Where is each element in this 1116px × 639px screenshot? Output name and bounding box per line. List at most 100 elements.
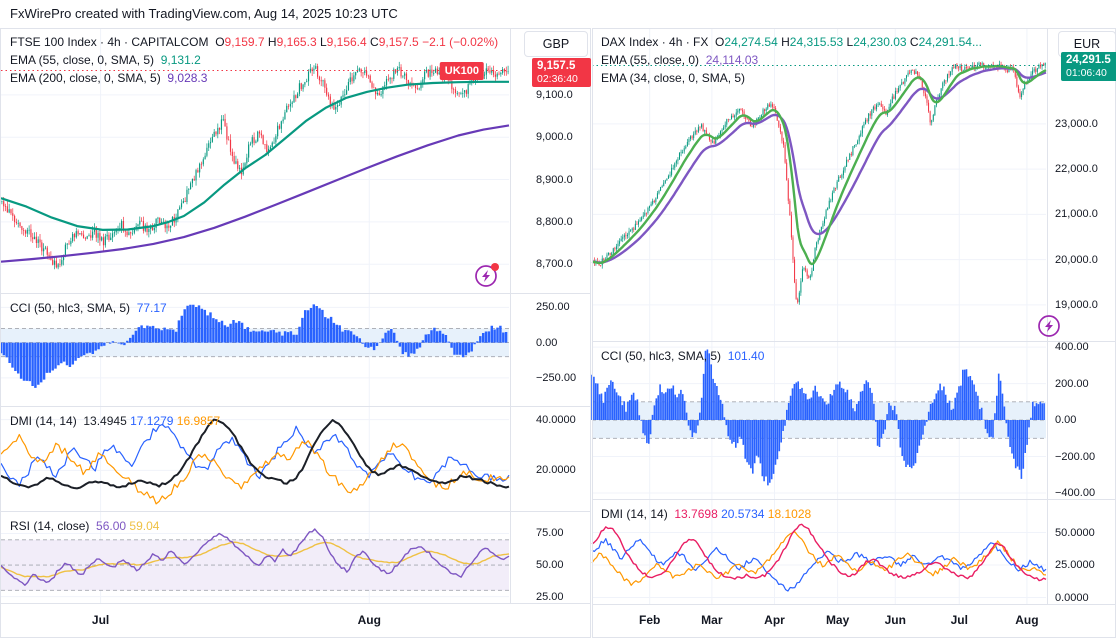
axis-value-label: 50.0000 [1055, 526, 1095, 539]
legend-segment: 9,157.5 [378, 35, 423, 49]
legend-segment: 13.4945 [83, 414, 131, 428]
last-price: 24,291.5 [1066, 54, 1111, 67]
indicator-legend: RSI (14, close) 56.00 59.04 [10, 518, 159, 534]
axis-value-label: −250.00 [536, 371, 577, 384]
legend-segment: 18.1028 [767, 507, 812, 521]
time-axis-label: May [825, 613, 850, 627]
legend-segment: 77.17 [136, 301, 167, 315]
legend-segment: O [215, 35, 225, 49]
axis-value-label: 25.00 [536, 590, 564, 603]
axis-value-label: 20.0000 [536, 464, 576, 477]
price-pane-legend: DAX Index · 4h · FX O24,274.54 H24,315.5… [601, 34, 982, 50]
legend-segment: H [267, 35, 277, 49]
time-axis-label: Jun [884, 613, 906, 627]
price-pane-legend: EMA (55, close, 0) 24,114.03 [601, 52, 758, 68]
time-axis-label: Jul [950, 613, 968, 627]
legend-segment: CCI (50, hlc3, SMA, 5) [10, 301, 137, 315]
legend-segment: C [909, 35, 919, 49]
price-axis-right[interactable] [1047, 28, 1116, 604]
legend-segment: 9,159.7 [224, 35, 268, 49]
axis-value-label: 9,000.0 [536, 131, 573, 144]
legend-segment: RSI (14, close) [10, 519, 97, 533]
bar-countdown: 02:36:40 [537, 72, 578, 85]
time-axis-label: Aug [1015, 613, 1039, 627]
lightning-quick-trade-icon[interactable] [1038, 315, 1060, 337]
price-pane-legend: FTSE 100 Index · 4h · CAPITALCOM O9,159.… [10, 34, 498, 50]
axis-value-label: 8,800.0 [536, 215, 573, 228]
legend-segment: DMI (14, 14) [10, 414, 84, 428]
legend-segment: 9,156.4 [326, 35, 371, 49]
legend-segment: 20.5734 [721, 507, 768, 521]
price-pane-legend: EMA (200, close, 0, SMA, 5) 9,028.3 [10, 70, 207, 86]
legend-segment: O [715, 35, 725, 49]
watermark-header: FxWirePro created with TradingView.com, … [10, 6, 398, 21]
legend-segment: 24,114.03 [705, 53, 759, 67]
legend-segment: 13.7698 [674, 507, 722, 521]
time-axis-label: Jul [91, 613, 110, 627]
axis-value-label: −400.00 [1055, 486, 1096, 499]
axis-value-label: 23,000.0 [1055, 117, 1098, 130]
axis-value-label: 0.0000 [1055, 591, 1089, 604]
price-pane-legend: EMA (55, close, 0, SMA, 5) 9,131.2 [10, 52, 201, 68]
legend-segment: DAX Index · 4h · FX [601, 35, 716, 49]
legend-segment: −2.1 (−0.02%) [422, 35, 499, 49]
time-axis-label: Feb [638, 613, 661, 627]
indicator-legend: CCI (50, hlc3, SMA, 5) 77.17 [10, 300, 167, 316]
indicator-legend: CCI (50, hlc3, SMA, 5) 101.40 [601, 348, 764, 364]
legend-segment: 24,315.53 [789, 35, 847, 49]
axis-value-label: 22,000.0 [1055, 163, 1098, 176]
axis-value-label: 20,000.0 [1055, 253, 1098, 266]
legend-segment: C [370, 35, 379, 49]
legend-segment: CCI (50, hlc3, SMA, 5) [601, 349, 728, 363]
last-price-badge-right: 24,291.5 01:06:40 [1061, 52, 1116, 82]
time-axis-right[interactable] [592, 605, 1116, 638]
legend-segment: 56.00 [96, 519, 130, 533]
axis-value-label: 9,100.0 [536, 88, 573, 101]
legend-segment: 24,291.54... [918, 35, 982, 49]
axis-value-label: −200.00 [1055, 450, 1096, 463]
axis-value-label: 40.0000 [536, 413, 576, 426]
axis-value-label: 75.00 [536, 527, 564, 540]
axis-value-label: 21,000.0 [1055, 208, 1098, 221]
legend-segment: 9,028.3 [167, 71, 208, 85]
lightning-quick-trade-icon[interactable] [475, 263, 499, 287]
legend-segment: L [319, 35, 327, 49]
axis-value-label: 8,900.0 [536, 173, 573, 186]
legend-segment: 9,131.2 [160, 53, 201, 67]
legend-segment: EMA (55, close, 0, SMA, 5) [10, 53, 161, 67]
legend-segment: EMA (55, close, 0) [601, 53, 706, 67]
time-axis-label: Apr [764, 613, 785, 627]
legend-segment: EMA (34, close, 0, SMA, 5) [601, 71, 746, 85]
bar-countdown: 01:06:40 [1066, 67, 1107, 80]
legend-segment: L [846, 35, 854, 49]
currency-button-gbp[interactable]: GBP [524, 31, 588, 57]
time-axis-left[interactable] [0, 605, 591, 638]
symbol-badge: UK100 [439, 61, 484, 80]
price-axis-left[interactable] [510, 28, 591, 604]
legend-segment: 16.9857 [176, 414, 221, 428]
axis-value-label: 0.00 [536, 336, 558, 349]
axis-value-label: 50.00 [536, 559, 564, 572]
axis-value-label: 8,700.0 [536, 258, 573, 271]
legend-segment: 9,165.3 [276, 35, 320, 49]
legend-segment: 24,274.54 [724, 35, 782, 49]
axis-value-label: 250.00 [536, 301, 570, 314]
time-axis-label: Mar [701, 613, 723, 627]
axis-value-label: 400.00 [1055, 341, 1089, 354]
axis-value-label: 25.0000 [1055, 559, 1095, 571]
indicator-legend: DMI (14, 14) 13.4945 17.1279 16.9857 [10, 413, 220, 429]
legend-segment: FTSE 100 Index · 4h · CAPITALCOM [10, 35, 216, 49]
last-price-badge-left: 9,157.5 02:36:40 [532, 57, 591, 87]
legend-segment: 17.1279 [130, 414, 177, 428]
indicator-legend: DMI (14, 14) 13.7698 20.5734 18.1028 [601, 506, 811, 522]
axis-value-label: 0.00 [1055, 414, 1077, 427]
legend-segment: 24,230.03 [853, 35, 910, 49]
price-pane-legend: EMA (34, close, 0, SMA, 5) [601, 70, 745, 86]
legend-segment: EMA (200, close, 0, SMA, 5) [10, 71, 168, 85]
legend-segment: DMI (14, 14) [601, 507, 675, 521]
legend-segment: H [781, 35, 790, 49]
legend-segment: 59.04 [129, 519, 160, 533]
axis-value-label: 200.00 [1055, 377, 1089, 390]
